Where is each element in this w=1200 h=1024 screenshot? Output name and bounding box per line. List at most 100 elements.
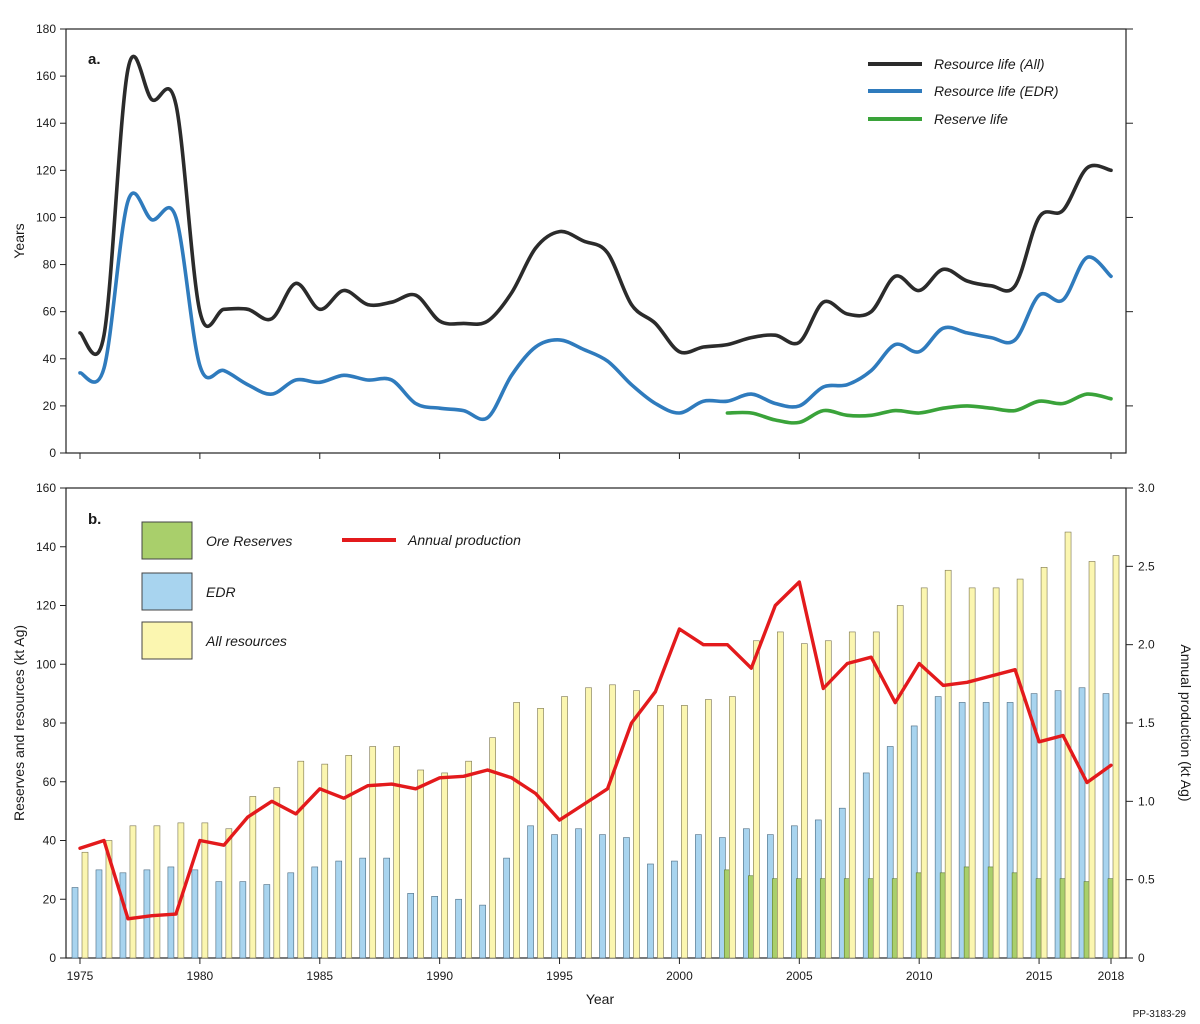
panel-a-chart: a. Years 0 20 40 60 80 100 120 140 160 180 Resour…	[11, 22, 1133, 460]
bar-all-resources-2008	[872, 631, 880, 959]
b-x-tick-label: 1980	[187, 969, 214, 983]
legend-label-reserve-life: Reserve life	[934, 111, 1008, 127]
bar-edr-2011	[934, 696, 942, 959]
panel-b-y2-axis-title: Annual production (kt Ag)	[1178, 644, 1194, 801]
bar-edr-2018	[1102, 693, 1110, 959]
bar-edr-1996	[575, 828, 582, 959]
bar-edr-2012	[958, 702, 966, 959]
legend-swatch-ore-reserves	[141, 521, 193, 560]
b-x-tick-label: 2018	[1098, 969, 1125, 983]
bar-edr-1982	[239, 881, 247, 959]
legend-label-resource-life-edr: Resource life (EDR)	[934, 83, 1058, 99]
panel-b-y-axis: 0 20 40 60 80 100 120 140 160	[36, 481, 66, 965]
panel-a-right-axis	[1126, 28, 1133, 407]
b-y-tick-label: 80	[43, 716, 57, 730]
b-y2-tick-label: 0	[1138, 951, 1145, 965]
panel-a-x-axis	[79, 453, 1112, 459]
bar-all-resources-1976	[105, 840, 113, 959]
bar-all-resources-2015	[1040, 567, 1048, 959]
bar-all-resources-2006	[824, 640, 832, 959]
bar-all-resources-1983	[273, 787, 281, 959]
a-y-tick-label: 0	[49, 446, 56, 460]
bar-edr-1977	[119, 872, 127, 959]
bar-edr-1987	[359, 857, 367, 959]
bar-edr-1984	[287, 872, 295, 959]
panel-b-x-axis: 1975 1980 1985 1990 1995 2000 2005 2010 2015 2018	[67, 958, 1125, 983]
bar-edr-1985	[311, 866, 319, 959]
b-y2-tick-label: 2.0	[1138, 638, 1155, 652]
panel-a-label: a.	[88, 51, 101, 68]
b-y2-tick-label: 2.5	[1138, 559, 1155, 573]
bar-all-resources-2005	[801, 643, 808, 959]
bar-edr-1981	[215, 881, 223, 959]
b-y2-tick-label: 1.5	[1138, 716, 1155, 730]
bar-all-resources-1978	[153, 825, 161, 959]
line-annual-production	[78, 580, 1113, 921]
b-y-tick-label: 40	[43, 834, 57, 848]
bar-all-resources-1977	[129, 825, 137, 959]
bar-edr-1986	[335, 860, 343, 959]
bar-all-resources-2012	[968, 587, 976, 959]
bar-edr-1993	[503, 857, 510, 959]
b-x-tick-label: 2005	[786, 969, 813, 983]
b-y-tick-label: 0	[49, 951, 56, 965]
b-y2-tick-label: 0.5	[1138, 873, 1155, 887]
panel-a-y-axis-title: Years	[11, 223, 27, 258]
bar-all-resources-1989	[417, 769, 424, 959]
bar-all-resources-1992	[489, 737, 496, 959]
bar-edr-1976	[95, 869, 103, 959]
bar-all-resources-1975	[81, 851, 89, 959]
bar-all-resources-2007	[848, 631, 856, 959]
bar-edr-1988	[383, 857, 390, 959]
a-y-tick-label: 120	[36, 163, 56, 177]
b-y-tick-label: 140	[36, 540, 56, 554]
bar-all-resources-1995	[561, 696, 568, 959]
b-y-tick-label: 160	[36, 481, 56, 495]
b-x-tick-label: 1975	[67, 969, 94, 983]
a-y-tick-label: 100	[36, 210, 56, 224]
bar-edr-1991	[455, 898, 462, 959]
bar-all-resources-2009	[896, 605, 904, 959]
bar-edr-2009	[886, 746, 894, 959]
bar-edr-1980	[191, 869, 199, 959]
bar-all-resources-2004	[777, 631, 784, 959]
bar-edr-2017	[1078, 687, 1086, 959]
b-y-tick-label: 20	[43, 892, 57, 906]
a-y-tick-label: 80	[43, 258, 57, 272]
panel-b-label: b.	[88, 511, 101, 528]
bar-edr-1994	[527, 825, 534, 959]
bar-edr-2016	[1054, 690, 1062, 959]
b-x-tick-label: 1990	[426, 969, 453, 983]
bar-all-resources-1987	[369, 746, 377, 959]
bar-edr-2001	[695, 834, 702, 959]
bar-all-resources-1985	[321, 763, 329, 959]
panel-b-chart: b. Reserves and resources (kt Ag) Annual…	[11, 481, 1194, 1007]
b-y-tick-label: 120	[36, 599, 56, 613]
bar-edr-2010	[910, 725, 918, 959]
bar-all-resources-1990	[441, 772, 448, 959]
bar-edr-1979	[167, 866, 175, 959]
bar-all-resources-2014	[1016, 578, 1024, 959]
a-y-tick-label: 140	[36, 116, 56, 130]
a-y-tick-label: 160	[36, 69, 56, 83]
b-y2-tick-label: 1.0	[1138, 794, 1155, 808]
bar-all-resources-1999	[657, 705, 664, 959]
legend-label-annual-production: Annual production	[407, 532, 521, 548]
panel-a-frame	[65, 28, 1127, 454]
bar-edr-1983	[263, 884, 271, 959]
a-y-tick-label: 60	[43, 305, 57, 319]
bar-all-resources-1988	[393, 746, 400, 959]
bar-all-resources-1981	[225, 828, 233, 959]
a-y-tick-label: 20	[43, 399, 57, 413]
bar-edr-1975	[71, 887, 79, 959]
bar-all-resources-1993	[513, 702, 520, 959]
bar-edr-1995	[551, 834, 558, 959]
bar-all-resources-1998	[633, 690, 640, 959]
bar-edr-1978	[143, 869, 151, 959]
figure-code: PP-3183-29	[1133, 1009, 1187, 1020]
bar-all-resources-2017	[1088, 561, 1096, 959]
bar-all-resources-1984	[297, 760, 305, 959]
bar-all-resources-2010	[920, 587, 928, 959]
b-x-tick-label: 2000	[666, 969, 693, 983]
legend-label-ore-reserves: Ore Reserves	[206, 533, 292, 549]
